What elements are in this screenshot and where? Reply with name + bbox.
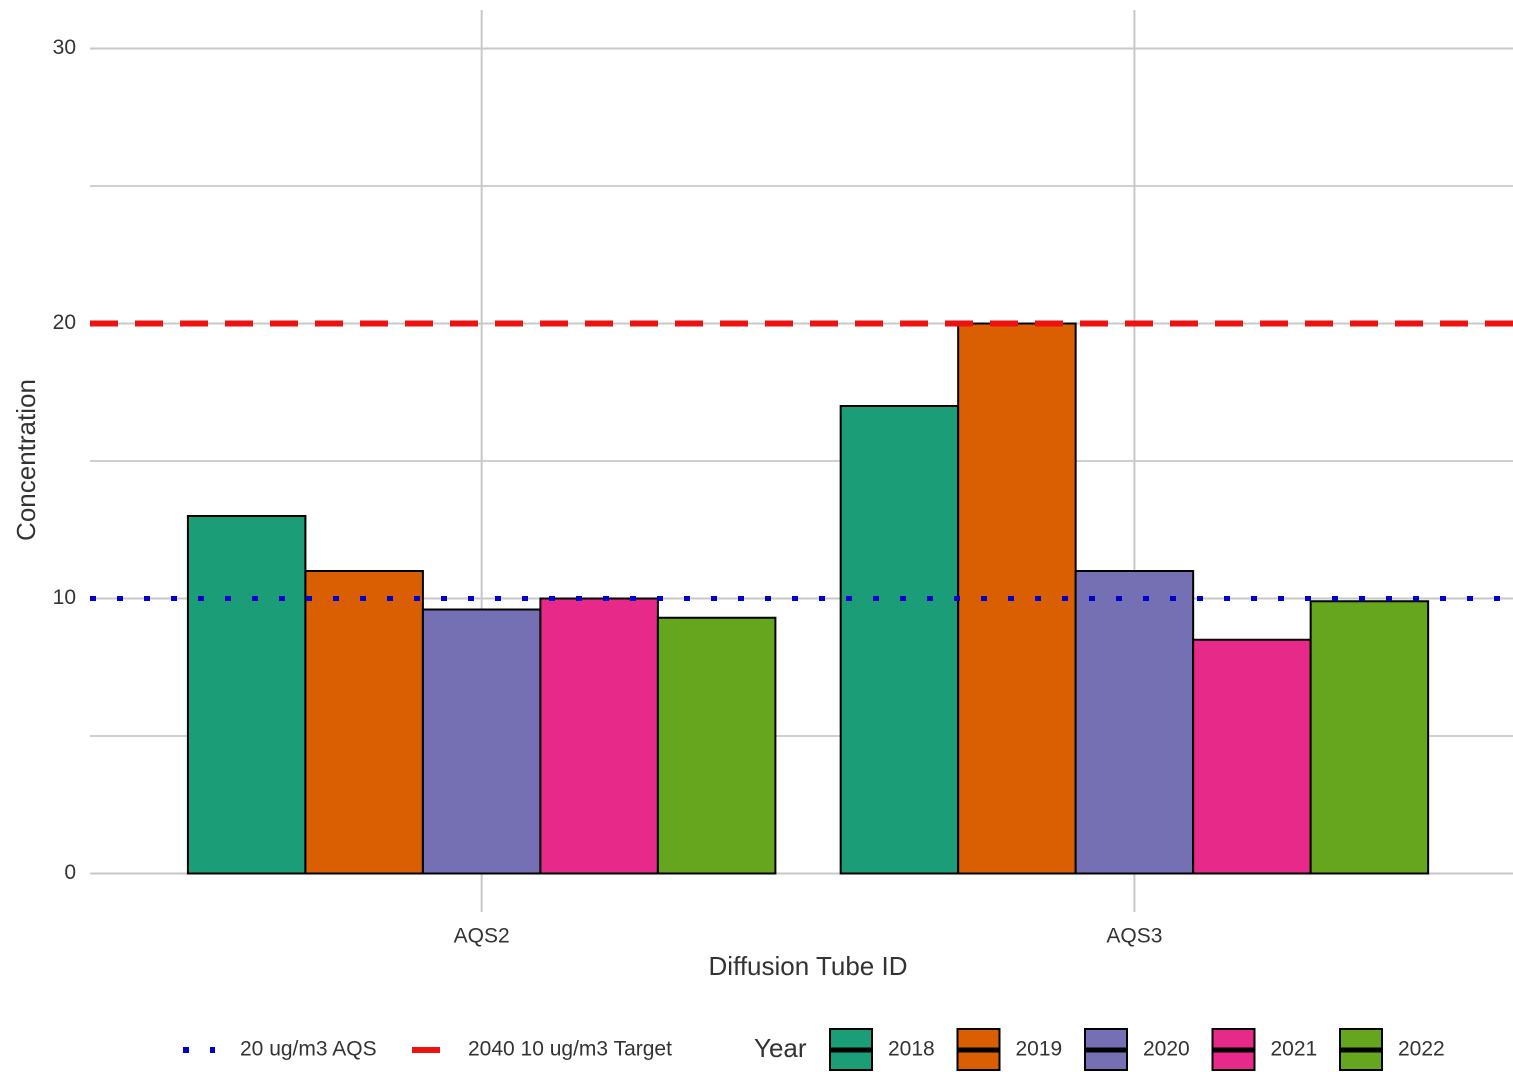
legend-label: 20 ug/m3 AQS <box>240 1038 377 1061</box>
legend-label: 2021 <box>1271 1038 1318 1061</box>
bar <box>1192 638 1312 875</box>
bar <box>539 597 659 875</box>
legend-label: 2018 <box>888 1038 935 1061</box>
y-tick-label: 20 <box>53 311 76 334</box>
bar <box>1309 600 1430 875</box>
y-tick-label: 10 <box>53 586 76 609</box>
y-axis-title: Concentration <box>11 379 41 541</box>
bar <box>1074 570 1195 875</box>
bar <box>421 608 542 875</box>
legend-label: 2022 <box>1398 1038 1445 1061</box>
bar <box>304 570 424 875</box>
x-tick-label: AQS2 <box>454 925 510 948</box>
x-tick-label: AQS3 <box>1106 925 1162 948</box>
legend-title: Year <box>754 1033 807 1063</box>
y-tick-label: 30 <box>53 36 76 59</box>
y-tick-label: 0 <box>64 861 76 884</box>
bar <box>957 322 1077 875</box>
bar <box>186 515 307 875</box>
legend-label: 2040 10 ug/m3 Target <box>468 1038 672 1061</box>
x-axis-title: Diffusion Tube ID <box>709 951 908 981</box>
legend-label: 2020 <box>1143 1038 1190 1061</box>
bar <box>839 405 960 875</box>
bar <box>656 616 777 875</box>
legend-label: 2019 <box>1016 1038 1063 1061</box>
